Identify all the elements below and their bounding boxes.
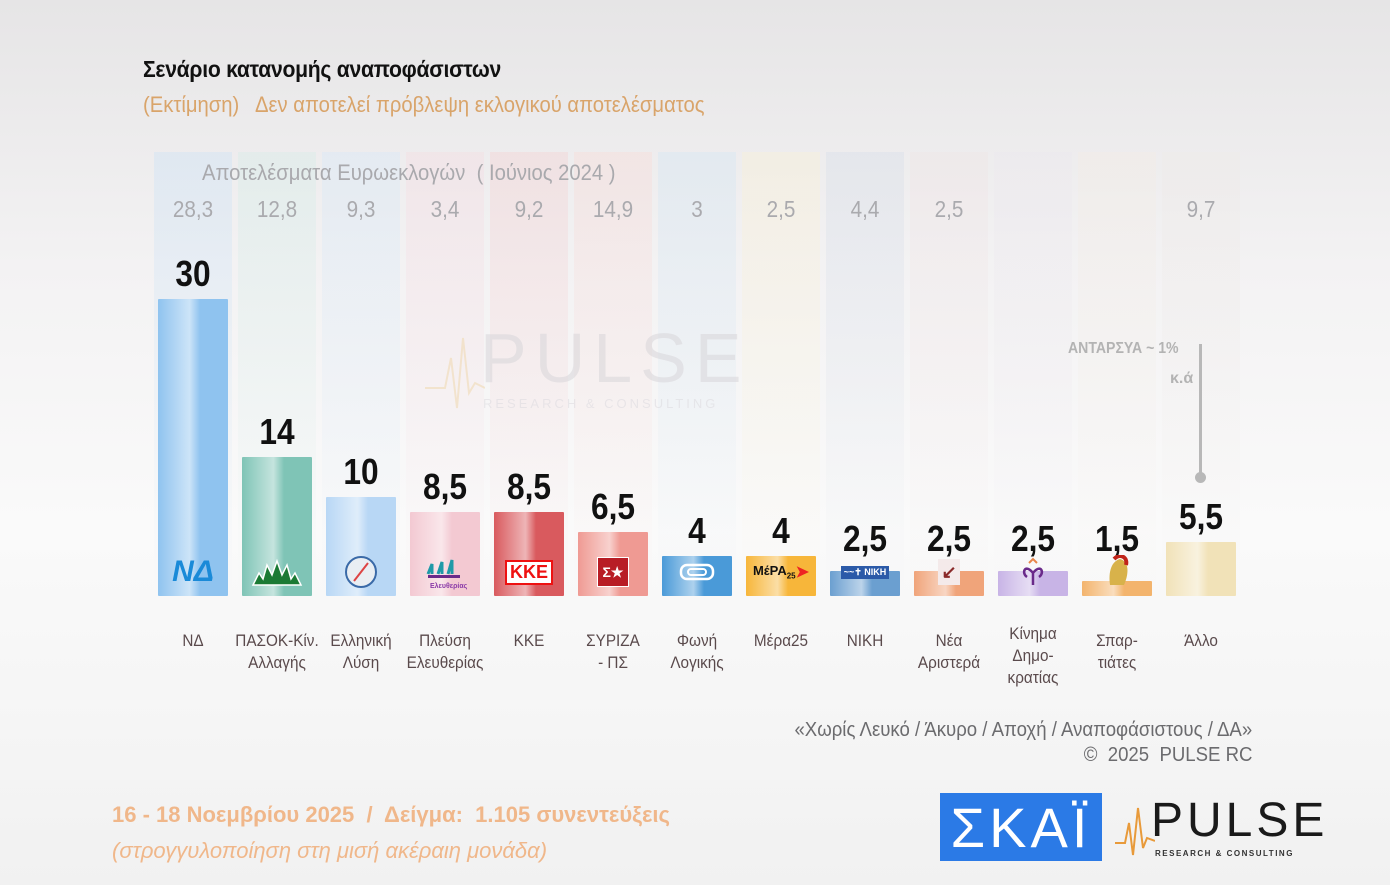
bar xyxy=(746,556,816,596)
pulse-logo: PULSE RESEARCH & CONSULTING xyxy=(1115,793,1324,863)
party-name-label: ΠΑΣΟΚ-Κίν. Αλλαγής xyxy=(235,631,319,672)
column-tint xyxy=(910,152,988,597)
party-name-label: ΝΙΚΗ xyxy=(846,631,884,650)
fieldwork-info: 16 - 18 Νοεμβρίου 2025 / Δείγμα: 1.105 σ… xyxy=(112,802,670,827)
pulse-logo-tagline: RESEARCH & CONSULTING xyxy=(1155,849,1294,858)
euro-result-label: 3 xyxy=(691,196,703,222)
column-tint xyxy=(742,152,820,597)
annotation-leader-dot xyxy=(1195,472,1206,483)
bar xyxy=(662,556,732,596)
party-name-label: Νέα Αριστερά xyxy=(917,631,981,672)
bar-value-label: 8,5 xyxy=(506,465,552,507)
bar-value-label: 4 xyxy=(688,510,706,552)
party-logo-icon: Σ★ xyxy=(583,556,643,588)
bar-value-label: 30 xyxy=(175,253,211,294)
euro-result-label: 2,5 xyxy=(766,196,796,222)
watermark-brand: PULSE xyxy=(480,319,750,397)
bar-value-label: 5,5 xyxy=(1178,495,1224,537)
euro-results-header: Αποτελέσματα Ευρωεκλογών ( Ιούνιος 2024 … xyxy=(202,160,616,185)
bar-value-label: 2,5 xyxy=(842,518,888,559)
party-logo-icon: ΜέΡΑ25 ➤ xyxy=(752,563,810,581)
bar-value-label: 10 xyxy=(343,451,379,492)
bar-value-label: 2,5 xyxy=(926,518,972,559)
bar xyxy=(158,299,228,596)
pulse-wave-icon xyxy=(1115,807,1155,856)
column-tint xyxy=(994,152,1072,597)
euro-result-label: 2,5 xyxy=(934,196,964,222)
bar xyxy=(410,511,480,596)
party-logo-icon xyxy=(1003,556,1063,588)
euro-result-label: 12,8 xyxy=(256,196,298,222)
party-logo-icon: ↙ xyxy=(919,556,979,588)
party-logo-icon: ΚΚΕ xyxy=(499,556,559,588)
euro-result-label: 14,9 xyxy=(592,196,634,222)
pulse-wave-icon xyxy=(425,337,485,409)
bar-value-label: 1,5 xyxy=(1094,518,1140,559)
bar-value-label: 2,5 xyxy=(1010,518,1056,559)
annotation-leader-line xyxy=(1199,344,1202,474)
party-name-label: Ελληνική Λύση xyxy=(330,631,392,672)
euro-result-label: 9,2 xyxy=(514,196,544,222)
exclusion-note: «Χωρίς Λευκό / Άκυρο / Αποχή / Αναποφάσι… xyxy=(794,719,1252,741)
party-name-label: Πλεύση Ελευθερίας xyxy=(406,631,484,672)
bar-value-label: 8,5 xyxy=(422,465,468,507)
annotation-antarsya: ΑΝΤΑΡΣΥΑ ~ 1% xyxy=(1068,340,1179,357)
party-logo-icon: ΝΔ xyxy=(172,555,214,588)
euro-result-label: 3,4 xyxy=(430,196,460,222)
party-logo-icon xyxy=(667,556,727,588)
party-logo-icon xyxy=(1087,555,1147,588)
party-logo-icon xyxy=(331,556,391,588)
chart-title: Σενάριο κατανομής αναποφάσιστων xyxy=(143,56,501,82)
party-logo-icon xyxy=(247,556,307,588)
chart-subtitle: (Εκτίμηση) Δεν αποτελεί πρόβλεψη εκλογικ… xyxy=(143,92,705,117)
euro-result-label: 9,7 xyxy=(1186,196,1216,222)
column-tint xyxy=(658,152,736,597)
party-name-label: ΣΥΡΙΖΑ - ΠΣ xyxy=(586,631,640,672)
watermark-tagline: RESEARCH & CONSULTING xyxy=(483,396,719,411)
annotation-subtext: κ.ά xyxy=(1170,370,1194,387)
party-name-label: Μέρα25 xyxy=(753,631,809,650)
party-logo-icon: ~~✝ ΝΙΚΗ xyxy=(835,556,895,588)
column-tint xyxy=(826,152,904,597)
column-tint xyxy=(1078,152,1156,597)
party-name-label: Σπαρ- τιάτες xyxy=(1096,631,1138,672)
party-logo-icon: Ελευθερίας xyxy=(415,556,475,590)
bar-value-label: 6,5 xyxy=(590,485,636,527)
rounding-note: (στρογγυλοποίηση στη μισή ακέραιη μονάδα… xyxy=(112,838,548,863)
euro-result-label: 4,4 xyxy=(850,196,880,222)
bar-value-label: 14 xyxy=(259,411,295,453)
skai-logo: ΣΚΑΪ xyxy=(940,793,1102,861)
svg-text:Ελευθερίας: Ελευθερίας xyxy=(430,582,468,590)
party-name-label: ΚΚΕ xyxy=(513,631,545,650)
copyright-note: © 2025 PULSE RC xyxy=(1083,744,1252,766)
pulse-logo-word: PULSE xyxy=(1151,794,1329,847)
bar xyxy=(1166,541,1236,596)
bar-value-label: 4 xyxy=(772,510,790,552)
party-name-label: ΝΔ xyxy=(182,631,204,650)
column-tint xyxy=(574,152,652,597)
bar xyxy=(1082,581,1152,596)
party-name-label: Κίνημα Δημο- κρατίας xyxy=(1007,624,1059,687)
euro-result-label: 28,3 xyxy=(172,196,214,222)
party-name-label: Άλλο xyxy=(1184,631,1218,650)
pulse-watermark: PULSE RESEARCH & CONSULTING xyxy=(425,318,742,418)
euro-result-label: 9,3 xyxy=(346,196,376,222)
party-name-label: Φωνή Λογικής xyxy=(670,631,724,672)
